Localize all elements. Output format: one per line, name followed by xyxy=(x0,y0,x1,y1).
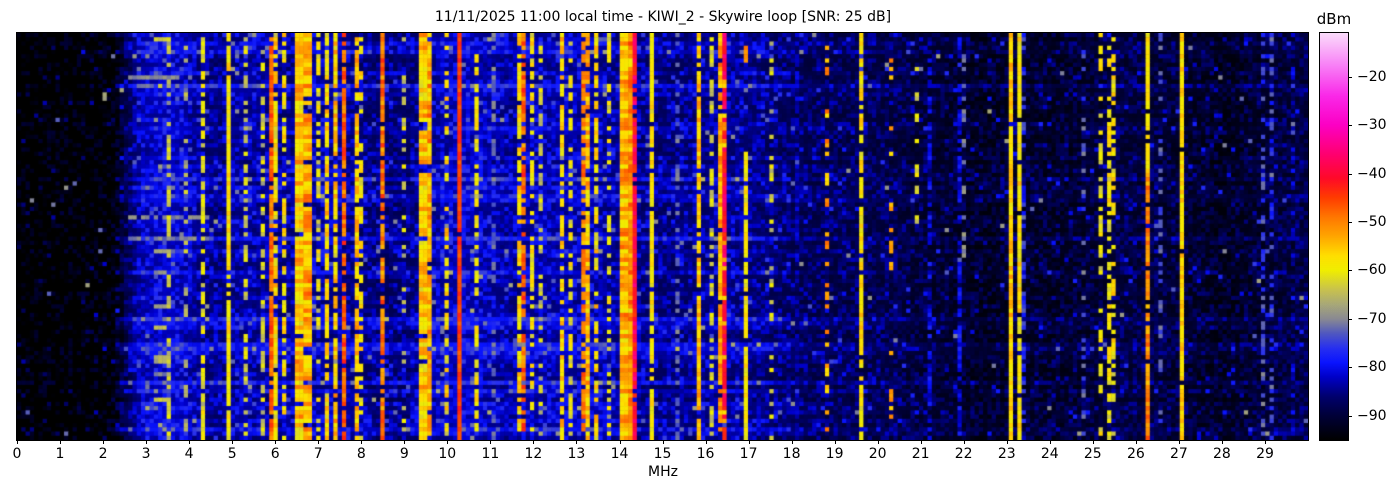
x-tick-label: 29 xyxy=(1256,446,1274,462)
x-tick-label: 3 xyxy=(141,446,151,462)
x-tick-mark xyxy=(963,440,965,444)
colorbar-tick-label: −90 xyxy=(1357,407,1387,424)
spectrogram-canvas xyxy=(17,33,1308,440)
colorbar-tick-mark xyxy=(1348,76,1352,78)
colorbar-tick-mark xyxy=(1348,173,1352,175)
x-tick-label: 28 xyxy=(1212,446,1231,462)
colorbar-tick-mark xyxy=(1348,367,1352,369)
x-tick-mark xyxy=(447,440,449,444)
x-tick-mark xyxy=(404,440,406,444)
colorbar-tick-mark xyxy=(1348,222,1352,223)
x-tick-label: 18 xyxy=(782,446,801,462)
x-tick-mark xyxy=(920,440,922,444)
spectrogram-plot-area xyxy=(16,32,1309,441)
x-tick-label: 25 xyxy=(1083,446,1102,462)
x-tick-mark xyxy=(877,440,879,444)
x-tick-mark xyxy=(619,440,621,444)
x-tick-label: 27 xyxy=(1169,446,1188,462)
colorbar-tick-label: −60 xyxy=(1357,262,1387,279)
colorbar-tick-label: −50 xyxy=(1357,214,1387,230)
x-tick-label: 20 xyxy=(868,446,887,462)
colorbar-tick-mark xyxy=(1348,125,1352,127)
x-tick-label: 5 xyxy=(227,446,237,462)
x-tick-mark xyxy=(1135,440,1137,444)
x-tick-label: 16 xyxy=(696,446,715,462)
x-tick-label: 15 xyxy=(653,446,672,462)
colorbar xyxy=(1319,32,1349,441)
x-tick-mark xyxy=(232,440,234,444)
x-tick-label: 0 xyxy=(12,446,22,462)
x-tick-mark xyxy=(662,440,664,444)
colorbar-label: dBm xyxy=(1316,10,1352,28)
x-tick-mark xyxy=(576,440,578,444)
x-tick-label: 1 xyxy=(55,446,65,462)
x-tick-label: 10 xyxy=(438,446,457,462)
x-tick-label: 19 xyxy=(825,446,844,462)
x-tick-mark xyxy=(533,440,535,444)
x-tick-mark xyxy=(834,440,836,444)
x-tick-mark xyxy=(361,440,363,444)
x-tick-label: 23 xyxy=(997,446,1016,462)
colorbar-tick-label: −20 xyxy=(1357,68,1387,85)
x-tick-label: 17 xyxy=(739,446,758,462)
colorbar-tick-mark xyxy=(1348,318,1352,320)
x-tick-mark xyxy=(490,440,492,444)
colorbar-tick-label: −70 xyxy=(1357,310,1387,327)
x-tick-label: 14 xyxy=(610,446,629,462)
x-tick-mark xyxy=(748,440,750,444)
x-tick-mark xyxy=(146,440,148,444)
x-axis-label: MHz xyxy=(648,464,678,480)
x-tick-mark xyxy=(103,440,105,444)
x-tick-label: 26 xyxy=(1126,446,1145,462)
x-tick-label: 6 xyxy=(270,446,280,462)
colorbar-tick-label: −30 xyxy=(1357,117,1387,134)
x-tick-label: 7 xyxy=(313,446,323,462)
x-tick-mark xyxy=(189,440,191,444)
x-tick-mark xyxy=(1006,440,1008,444)
x-tick-mark xyxy=(1178,440,1180,444)
x-tick-mark xyxy=(1092,440,1094,444)
colorbar-tick-mark xyxy=(1348,270,1352,272)
x-tick-mark xyxy=(17,440,18,444)
x-tick-mark xyxy=(275,440,277,444)
x-tick-label: 12 xyxy=(524,446,543,462)
x-tick-mark xyxy=(1049,440,1051,444)
x-tick-label: 13 xyxy=(567,446,586,462)
x-tick-label: 4 xyxy=(184,446,194,462)
x-tick-label: 9 xyxy=(399,446,409,462)
x-tick-label: 11 xyxy=(481,446,500,462)
x-tick-label: 24 xyxy=(1040,446,1059,462)
x-tick-label: 21 xyxy=(911,446,930,462)
x-tick-mark xyxy=(1221,440,1223,444)
colorbar-tick-label: −40 xyxy=(1357,165,1387,182)
x-tick-mark xyxy=(318,440,320,444)
colorbar-tick-label: −80 xyxy=(1357,359,1387,376)
x-tick-mark xyxy=(1265,440,1266,444)
plot-title: 11/11/2025 11:00 local time - KIWI_2 - S… xyxy=(434,9,892,25)
x-tick-label: 8 xyxy=(356,446,366,462)
colorbar-gradient-canvas xyxy=(1320,33,1348,440)
x-tick-label: 2 xyxy=(98,446,108,462)
colorbar-tick-mark xyxy=(1348,415,1352,417)
x-tick-label: 22 xyxy=(954,446,973,462)
x-tick-mark xyxy=(705,440,707,444)
x-tick-mark xyxy=(60,440,61,444)
x-tick-mark xyxy=(791,440,793,444)
